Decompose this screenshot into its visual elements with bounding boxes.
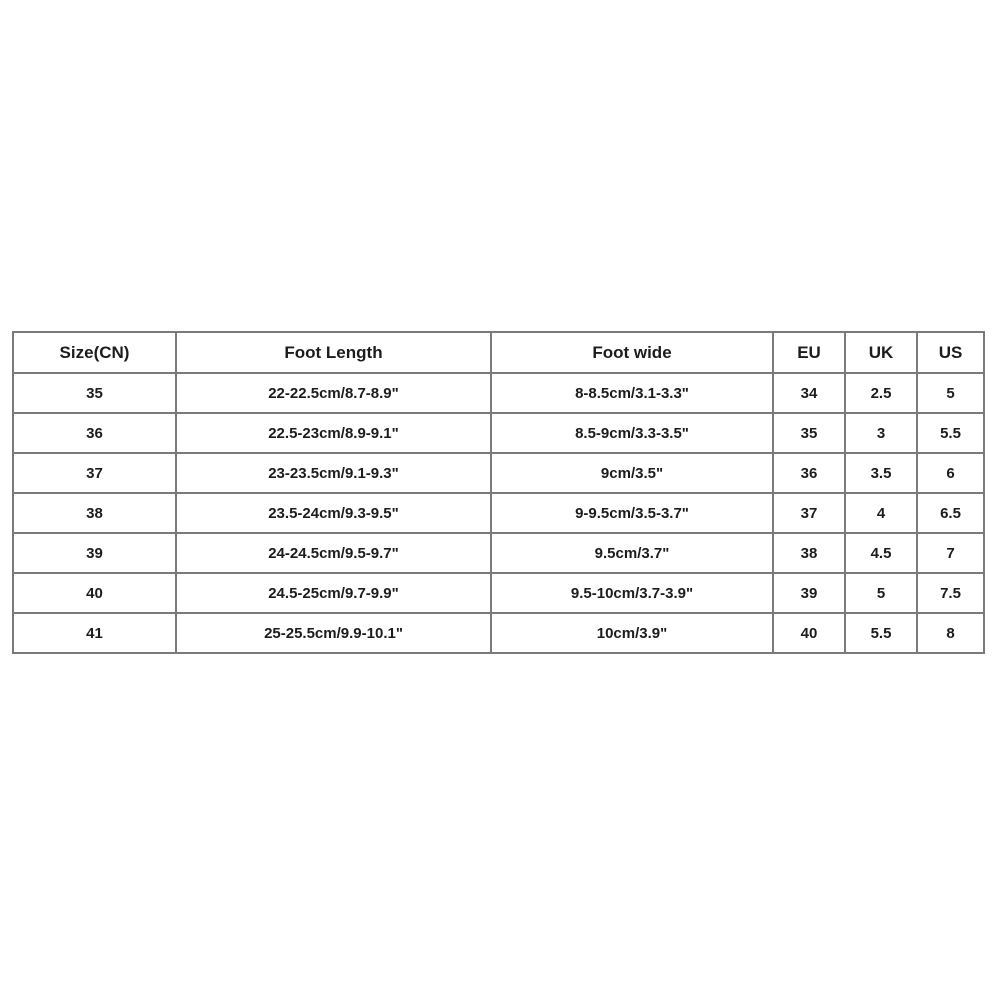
cell-uk: 2.5 [844, 372, 918, 414]
cell-us: 7 [916, 532, 985, 574]
cell-us: 6.5 [916, 492, 985, 534]
cell-uk: 3 [844, 412, 918, 454]
cell-foot-length: 25-25.5cm/9.9-10.1" [175, 612, 492, 654]
cell-eu: 34 [772, 372, 846, 414]
header-cell-foot-wide: Foot wide [490, 331, 774, 374]
cell-uk: 5.5 [844, 612, 918, 654]
cell-size-cn: 39 [12, 532, 177, 574]
cell-foot-length: 23.5-24cm/9.3-9.5" [175, 492, 492, 534]
header-row: Size(CN) Foot Length Foot wide EU UK US [12, 331, 985, 374]
cell-size-cn: 35 [12, 372, 177, 414]
header-cell-eu: EU [772, 331, 846, 374]
cell-eu: 39 [772, 572, 846, 614]
cell-eu: 38 [772, 532, 846, 574]
cell-uk: 4 [844, 492, 918, 534]
cell-eu: 37 [772, 492, 846, 534]
cell-size-cn: 41 [12, 612, 177, 654]
cell-foot-wide: 9.5cm/3.7" [490, 532, 774, 574]
table-row: 37 23-23.5cm/9.1-9.3" 9cm/3.5" 36 3.5 6 [12, 452, 985, 494]
cell-eu: 36 [772, 452, 846, 494]
header-cell-foot-length: Foot Length [175, 331, 492, 374]
cell-size-cn: 36 [12, 412, 177, 454]
table-row: 41 25-25.5cm/9.9-10.1" 10cm/3.9" 40 5.5 … [12, 612, 985, 654]
table-row: 40 24.5-25cm/9.7-9.9" 9.5-10cm/3.7-3.9" … [12, 572, 985, 614]
cell-us: 5.5 [916, 412, 985, 454]
cell-uk: 3.5 [844, 452, 918, 494]
cell-eu: 40 [772, 612, 846, 654]
cell-foot-wide: 10cm/3.9" [490, 612, 774, 654]
cell-foot-wide: 8-8.5cm/3.1-3.3" [490, 372, 774, 414]
cell-foot-wide: 9cm/3.5" [490, 452, 774, 494]
table-row: 38 23.5-24cm/9.3-9.5" 9-9.5cm/3.5-3.7" 3… [12, 492, 985, 534]
cell-foot-length: 24-24.5cm/9.5-9.7" [175, 532, 492, 574]
cell-size-cn: 38 [12, 492, 177, 534]
cell-eu: 35 [772, 412, 846, 454]
cell-foot-length: 22-22.5cm/8.7-8.9" [175, 372, 492, 414]
header-cell-size-cn: Size(CN) [12, 331, 177, 374]
cell-us: 6 [916, 452, 985, 494]
cell-uk: 4.5 [844, 532, 918, 574]
header-cell-us: US [916, 331, 985, 374]
table-row: 35 22-22.5cm/8.7-8.9" 8-8.5cm/3.1-3.3" 3… [12, 372, 985, 414]
size-chart-table: Size(CN) Foot Length Foot wide EU UK US … [12, 331, 985, 654]
header-cell-uk: UK [844, 331, 918, 374]
cell-uk: 5 [844, 572, 918, 614]
cell-us: 5 [916, 372, 985, 414]
cell-foot-length: 22.5-23cm/8.9-9.1" [175, 412, 492, 454]
table-row: 39 24-24.5cm/9.5-9.7" 9.5cm/3.7" 38 4.5 … [12, 532, 985, 574]
cell-size-cn: 40 [12, 572, 177, 614]
cell-us: 7.5 [916, 572, 985, 614]
cell-foot-wide: 8.5-9cm/3.3-3.5" [490, 412, 774, 454]
cell-foot-wide: 9.5-10cm/3.7-3.9" [490, 572, 774, 614]
cell-foot-wide: 9-9.5cm/3.5-3.7" [490, 492, 774, 534]
cell-foot-length: 24.5-25cm/9.7-9.9" [175, 572, 492, 614]
cell-foot-length: 23-23.5cm/9.1-9.3" [175, 452, 492, 494]
cell-us: 8 [916, 612, 985, 654]
table-row: 36 22.5-23cm/8.9-9.1" 8.5-9cm/3.3-3.5" 3… [12, 412, 985, 454]
cell-size-cn: 37 [12, 452, 177, 494]
